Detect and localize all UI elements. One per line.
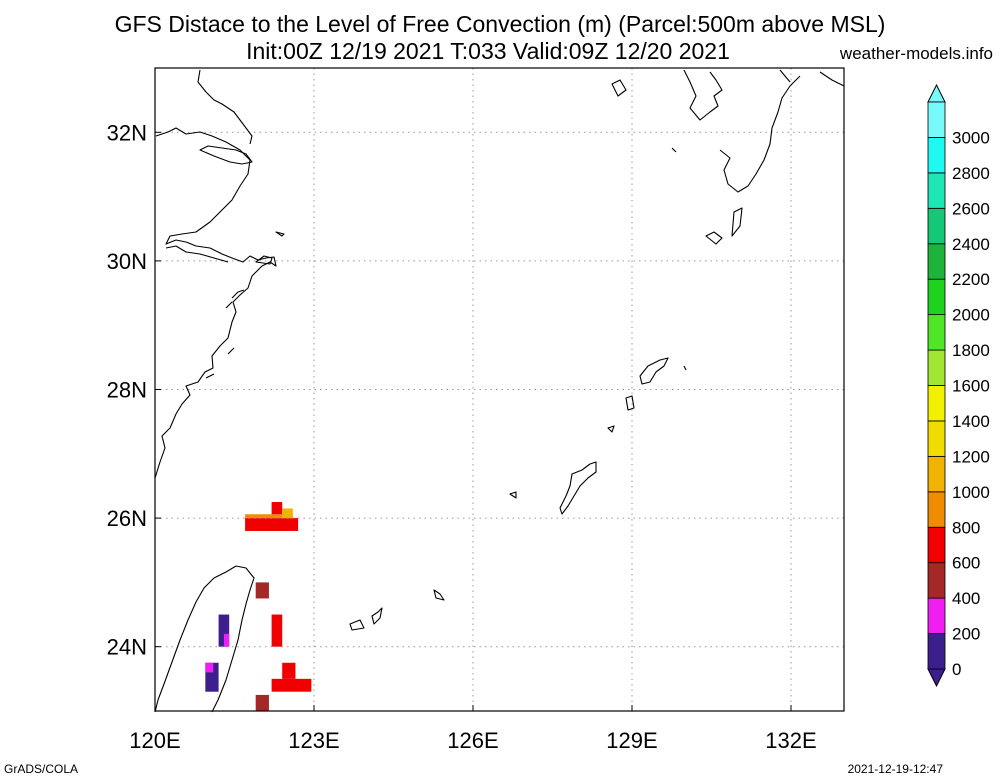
colorbar-level-label: 2200 (952, 270, 990, 289)
colorbar-level-label: 400 (952, 589, 980, 608)
lon-tick-label: 123E (288, 728, 339, 753)
lat-tick-label: 28N (107, 378, 147, 403)
china-coastline (154, 127, 277, 479)
colorbar-level-label: 1400 (952, 412, 990, 431)
lfc-cell (271, 502, 283, 515)
colorbar-swatch (927, 101, 946, 138)
colorbar-swatch (927, 243, 946, 280)
amami-island (639, 357, 687, 385)
lfc-cell (271, 614, 283, 647)
china-small-islands (205, 289, 245, 379)
lon-tick-label: 132E (765, 728, 816, 753)
hangzhou-bay (165, 245, 229, 263)
lon-tick-label: 120E (129, 728, 180, 753)
colorbar-swatch (927, 597, 946, 634)
lfc-cell (282, 662, 296, 679)
kyushu-coastline (683, 69, 801, 193)
miyako-island (433, 589, 445, 601)
tokunoshima-island (607, 395, 635, 433)
colorbar-swatch (927, 172, 946, 209)
map-title: GFS Distace to the Level of Free Convect… (114, 11, 886, 37)
colorbar-level-label: 2000 (952, 306, 990, 325)
lat-tick-label: 30N (107, 249, 147, 274)
colorbar-level-label: 800 (952, 518, 980, 537)
colorbar-swatch (927, 455, 946, 493)
lfc-cell (245, 514, 293, 519)
colorbar-level-label: 600 (952, 554, 980, 573)
lon-tick-label: 129E (606, 728, 657, 753)
yangtze-estuary (199, 145, 253, 165)
okinawa-island (509, 461, 597, 515)
colorbar-swatch (927, 349, 946, 386)
colorbar-over-arrow (927, 83, 946, 103)
lfc-cell (223, 633, 230, 647)
colorbar-swatch (927, 633, 946, 670)
footer-timestamp: 2021-12-19-12:47 (847, 762, 943, 776)
colorbar-level-label: 2600 (952, 199, 990, 218)
north-jiangsu-coast (197, 69, 253, 145)
axis-labels-layer: 120E 123E 126E 129E 132E 24N 26N 28N 30N 32N (107, 120, 817, 753)
taiwan-coastline (154, 565, 255, 713)
colorbar-swatch (927, 562, 946, 599)
colorbar-level-label: 2400 (952, 235, 990, 254)
data-cells-layer (205, 502, 312, 711)
colorbar-swatch (927, 491, 946, 528)
yaeyama-islands (349, 607, 383, 631)
kyushu-islands (611, 71, 845, 245)
colorbar-swatch (927, 420, 946, 457)
lat-tick-label: 24N (107, 635, 147, 660)
colorbar-swatch (927, 526, 946, 564)
lfc-cell (205, 662, 214, 673)
credit-label: weather-models.info (839, 44, 993, 63)
lfc-cell (218, 614, 230, 647)
colorbar-level-label: 2800 (952, 164, 990, 183)
colorbar-level-label: 200 (952, 625, 980, 644)
colorbar-swatch (927, 385, 946, 422)
zhoushan-islands (255, 231, 285, 265)
lat-tick-label: 26N (107, 506, 147, 531)
colorbar-level-label: 1200 (952, 447, 990, 466)
colorbar-level-label: 1600 (952, 377, 990, 396)
colorbar-level-label: 0 (952, 660, 961, 679)
footer-left-label: GrADS/COLA (4, 762, 79, 776)
map-frame (154, 67, 845, 712)
colorbar-level-label: 3000 (952, 128, 990, 147)
map-subtitle: Init:00Z 12/19 2021 T:033 Valid:09Z 12/2… (246, 38, 730, 64)
lfc-cell (245, 518, 299, 531)
lfc-cell (255, 582, 269, 599)
lfc-cell (271, 678, 312, 692)
lfc-cell (255, 694, 269, 711)
colorbar-level-label: 1000 (952, 483, 990, 502)
grid-layer (155, 68, 844, 711)
lfc-cell (282, 508, 293, 519)
colorbar: 0 200 400 600 800 1000 1200 1400 1600 1800 2000 220… (927, 83, 990, 688)
colorbar-swatch (927, 137, 946, 174)
colorbar-swatch (927, 314, 946, 351)
colorbar-swatch (927, 278, 946, 316)
lon-tick-label: 126E (447, 728, 498, 753)
coastline-layer (154, 69, 845, 713)
colorbar-level-label: 1800 (952, 341, 990, 360)
lat-tick-label: 32N (107, 120, 147, 145)
colorbar-swatch (927, 207, 946, 245)
colorbar-under-arrow (927, 668, 946, 688)
